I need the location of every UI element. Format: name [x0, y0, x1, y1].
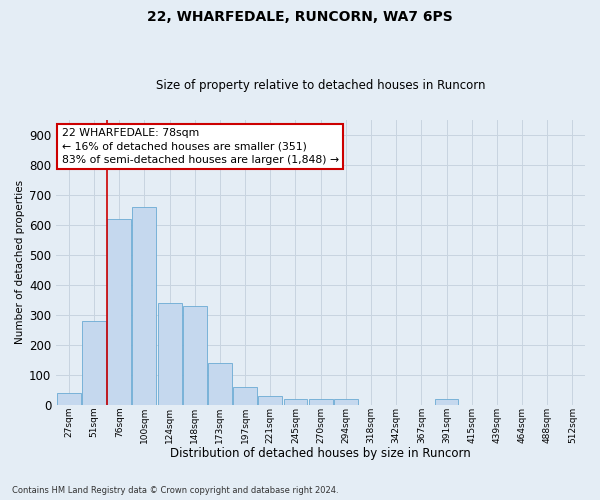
Bar: [183, 306, 207, 405]
Bar: [259, 396, 282, 405]
Bar: [57, 393, 81, 405]
Bar: [334, 399, 358, 405]
Bar: [233, 387, 257, 405]
Text: Contains HM Land Registry data © Crown copyright and database right 2024.: Contains HM Land Registry data © Crown c…: [12, 486, 338, 495]
Bar: [308, 399, 332, 405]
Bar: [158, 303, 182, 405]
Bar: [284, 399, 307, 405]
Title: Size of property relative to detached houses in Runcorn: Size of property relative to detached ho…: [156, 79, 485, 92]
Text: 22 WHARFEDALE: 78sqm
← 16% of detached houses are smaller (351)
83% of semi-deta: 22 WHARFEDALE: 78sqm ← 16% of detached h…: [62, 128, 338, 164]
X-axis label: Distribution of detached houses by size in Runcorn: Distribution of detached houses by size …: [170, 447, 471, 460]
Y-axis label: Number of detached properties: Number of detached properties: [15, 180, 25, 344]
Bar: [107, 218, 131, 405]
Bar: [434, 399, 458, 405]
Bar: [133, 206, 157, 405]
Bar: [208, 363, 232, 405]
Text: 22, WHARFEDALE, RUNCORN, WA7 6PS: 22, WHARFEDALE, RUNCORN, WA7 6PS: [147, 10, 453, 24]
Bar: [82, 321, 106, 405]
